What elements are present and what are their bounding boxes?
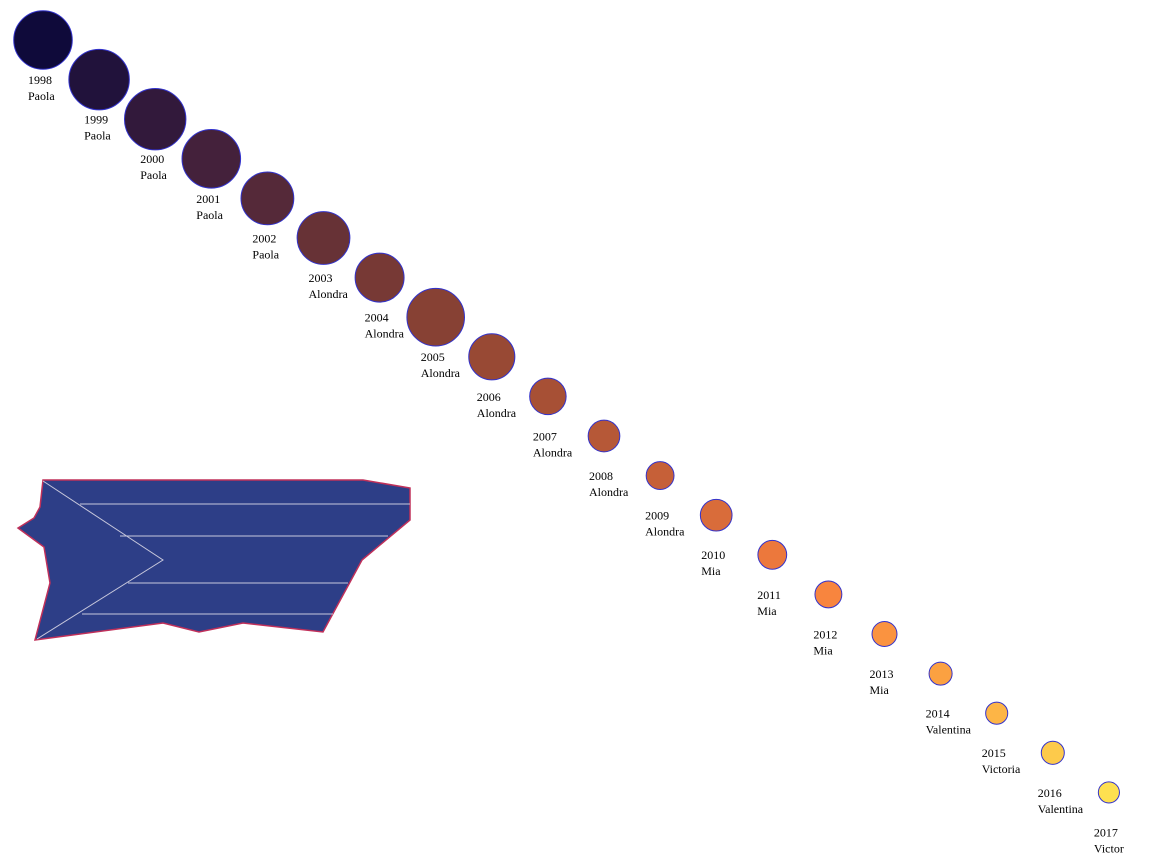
point-2008 bbox=[587, 419, 621, 453]
name-label-2005: Alondra bbox=[421, 366, 461, 380]
year-label-2011: 2011 bbox=[757, 588, 781, 602]
point-2016 bbox=[1040, 740, 1065, 765]
name-label-2013: Mia bbox=[870, 683, 890, 697]
point-2001 bbox=[181, 129, 242, 189]
name-label-2015: Victoria bbox=[982, 762, 1021, 776]
name-label-2010: Mia bbox=[701, 564, 721, 578]
name-label-2008: Alondra bbox=[589, 485, 629, 499]
point-2017 bbox=[1097, 781, 1120, 804]
year-label-2013: 2013 bbox=[870, 667, 894, 681]
point-2000 bbox=[123, 87, 187, 151]
point-2009 bbox=[645, 461, 675, 491]
year-label-2002: 2002 bbox=[252, 231, 276, 245]
puerto-rico-flag-map-icon bbox=[16, 479, 411, 641]
point-2015 bbox=[985, 701, 1009, 725]
point-1998 bbox=[13, 10, 73, 70]
name-label-2016: Valentina bbox=[1038, 802, 1084, 816]
point-2013 bbox=[871, 621, 898, 647]
point-2005 bbox=[406, 287, 466, 347]
year-label-2000: 2000 bbox=[140, 152, 164, 166]
point-2014 bbox=[928, 661, 953, 686]
name-label-2001: Paola bbox=[196, 208, 223, 222]
point-2010 bbox=[699, 498, 733, 532]
year-label-2008: 2008 bbox=[589, 469, 613, 483]
year-label-2006: 2006 bbox=[477, 390, 501, 404]
year-label-2004: 2004 bbox=[365, 311, 389, 325]
point-2011 bbox=[757, 539, 788, 570]
year-label-2010: 2010 bbox=[701, 548, 725, 562]
name-label-1999: Paola bbox=[84, 129, 111, 143]
point-2007 bbox=[529, 377, 567, 416]
name-label-2011: Mia bbox=[757, 604, 777, 618]
year-label-1998: 1998 bbox=[28, 73, 52, 87]
name-label-2009: Alondra bbox=[645, 525, 685, 539]
year-label-2005: 2005 bbox=[421, 350, 445, 364]
year-label-2016: 2016 bbox=[1038, 786, 1062, 800]
year-label-2015: 2015 bbox=[982, 746, 1006, 760]
name-label-1998: Paola bbox=[28, 89, 55, 103]
chart-marks: 1998 Paola 1999 Paola 2000 Paola 2001 Paola 2002… bbox=[13, 10, 1124, 855]
point-2006 bbox=[468, 333, 516, 381]
point-1999 bbox=[68, 48, 130, 111]
name-label-2014: Valentina bbox=[926, 723, 972, 737]
point-2012 bbox=[814, 580, 843, 609]
name-label-2002: Paola bbox=[252, 247, 279, 261]
name-label-2012: Mia bbox=[813, 643, 833, 657]
name-label-2004: Alondra bbox=[365, 327, 405, 341]
year-label-2014: 2014 bbox=[926, 707, 950, 721]
point-2003 bbox=[296, 211, 351, 265]
point-2004 bbox=[354, 252, 405, 303]
year-label-2003: 2003 bbox=[309, 271, 333, 285]
year-label-2017: 2017 bbox=[1094, 825, 1118, 839]
name-label-2017: Victor bbox=[1094, 841, 1124, 855]
year-label-2007: 2007 bbox=[533, 429, 557, 443]
name-label-2003: Alondra bbox=[309, 287, 349, 301]
name-label-2000: Paola bbox=[140, 168, 167, 182]
point-2002 bbox=[240, 171, 295, 226]
year-label-1999: 1999 bbox=[84, 113, 108, 127]
year-label-2001: 2001 bbox=[196, 192, 220, 206]
name-label-2007: Alondra bbox=[533, 445, 573, 459]
name-label-2006: Alondra bbox=[477, 406, 517, 420]
year-label-2009: 2009 bbox=[645, 509, 669, 523]
year-label-2012: 2012 bbox=[813, 627, 837, 641]
